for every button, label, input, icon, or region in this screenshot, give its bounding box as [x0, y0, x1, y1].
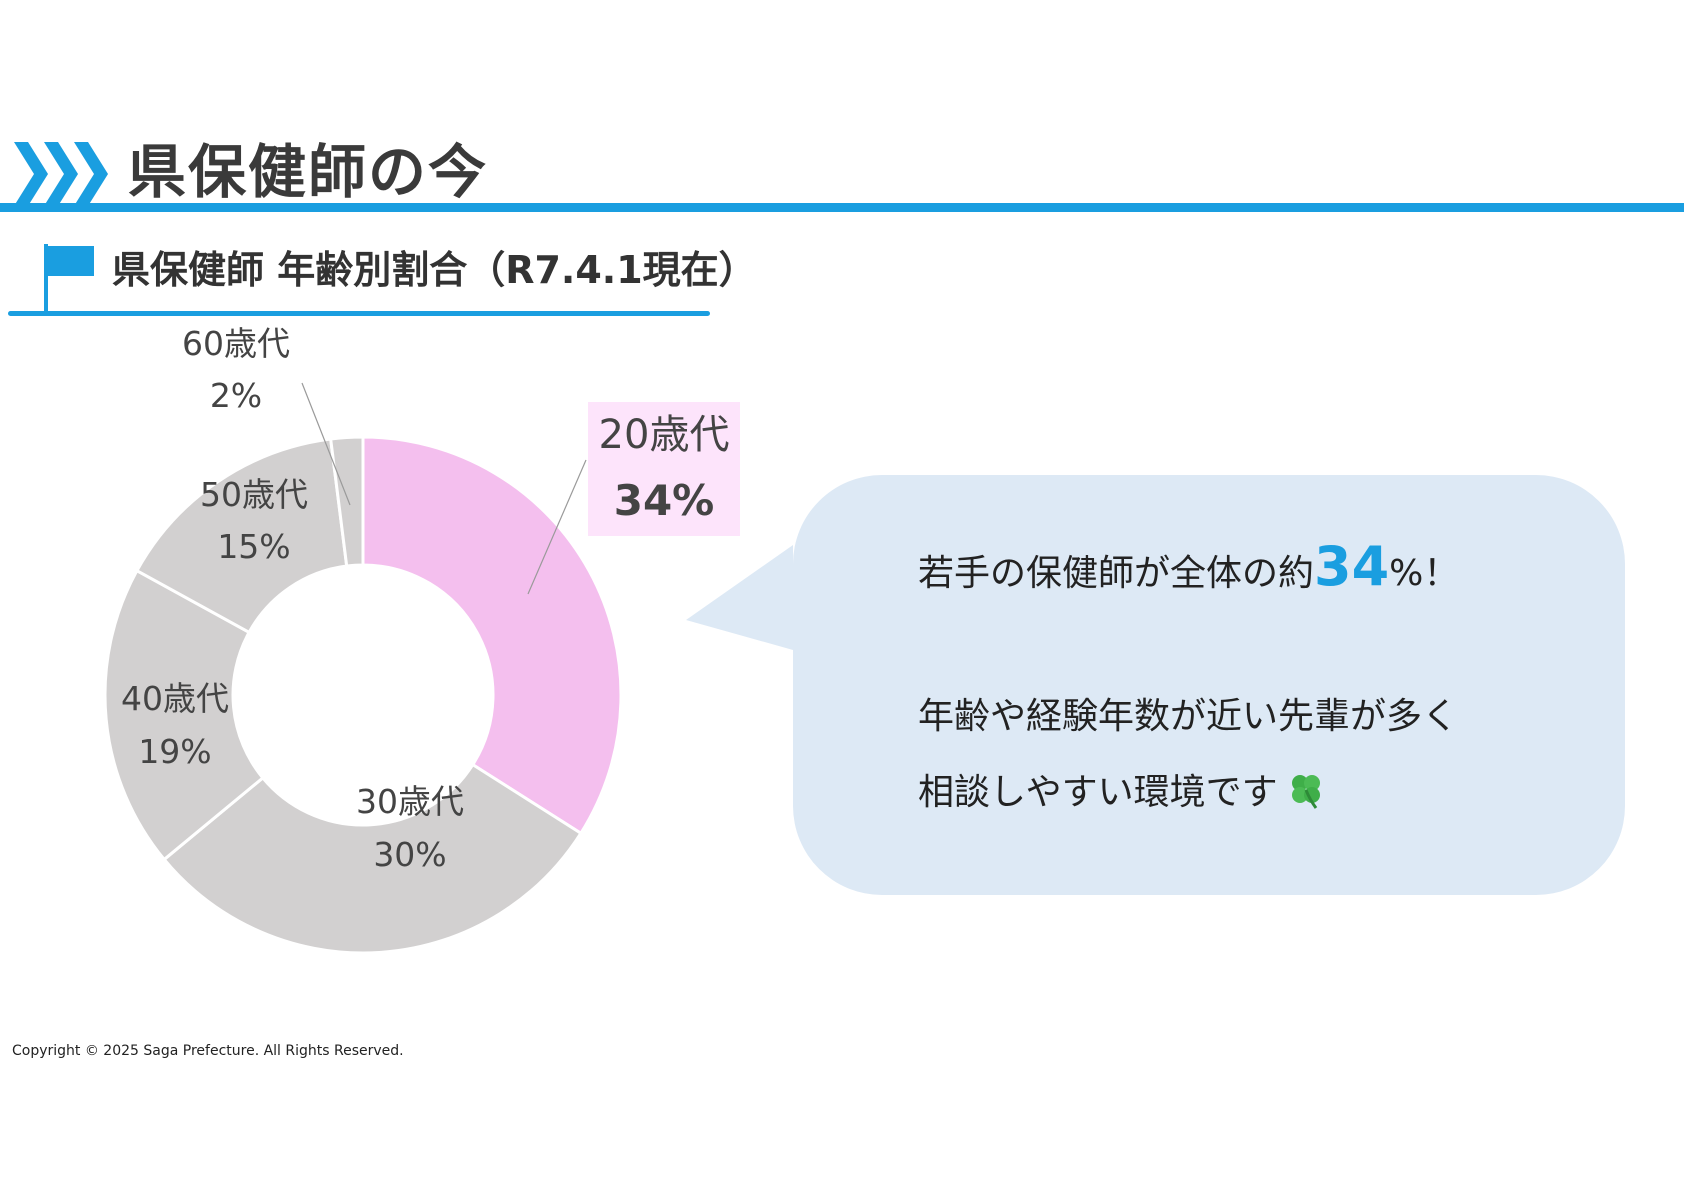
page-title: 県保健師の今	[128, 138, 489, 206]
slice-category-label: 50歳代	[200, 475, 308, 514]
slice-value-label: 2%	[210, 376, 262, 415]
slice-4	[134, 437, 349, 635]
slice-value-label: 34%	[614, 476, 715, 525]
callout-line-1: 若手の保健師が全体の約34%！	[918, 535, 1460, 598]
slice-category-label: 40歳代	[121, 679, 229, 718]
callout-line-2: 年齢や経験年数が近い先輩が多く	[918, 696, 1459, 737]
slice-2	[162, 762, 583, 955]
leader-line-5	[301, 382, 351, 506]
age-donut-chart: 20歳代 34% 30歳代 30% 40歳代 19% 50歳代 15% 60歳代 2%	[103, 324, 740, 955]
slice-value-label: 30%	[373, 835, 446, 874]
donut-slices	[103, 435, 623, 955]
slice-labels: 20歳代 34% 30歳代 30% 40歳代 19% 50歳代 15% 60歳代 2%	[121, 324, 740, 874]
slice-category-label: 60歳代	[182, 324, 290, 363]
highlight-label-box	[588, 402, 740, 536]
section-title: 県保健師 年齢別割合（R7.4.1現在）	[112, 248, 757, 292]
slice-category-label: 20歳代	[599, 412, 730, 458]
callout-line-3: 相談しやすい環境です	[918, 768, 1326, 818]
copyright-footer: Copyright © 2025 Saga Prefecture. All Ri…	[12, 1043, 404, 1059]
slice-category-label: 30歳代	[356, 782, 464, 821]
slice-5	[328, 435, 365, 568]
section-underline	[8, 311, 710, 316]
highlight-percent: 34	[1314, 535, 1390, 598]
leader-line-1	[527, 459, 587, 595]
title-underline	[0, 203, 1684, 212]
slice-1	[361, 435, 623, 836]
slice-value-label: 19%	[138, 732, 211, 771]
flag-icon	[44, 244, 94, 314]
slice-value-label: 15%	[217, 527, 290, 566]
speech-bubble	[686, 475, 1625, 895]
clover-icon	[1291, 775, 1320, 809]
label-leader-lines	[301, 382, 587, 595]
slice-3	[103, 568, 265, 862]
chevron-arrows-icon	[14, 142, 108, 206]
